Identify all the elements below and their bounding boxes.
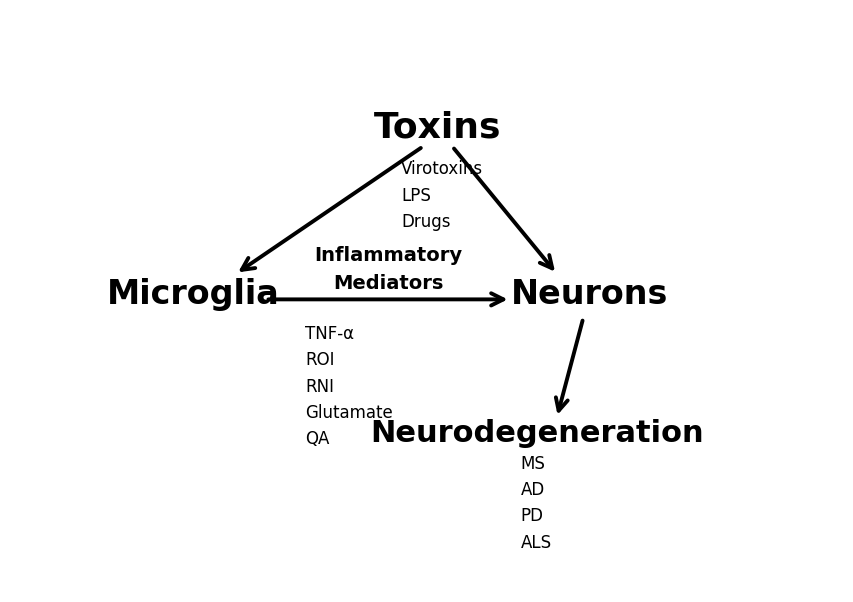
Text: Neurodegeneration: Neurodegeneration <box>369 420 703 448</box>
Text: Toxins: Toxins <box>374 111 501 145</box>
Text: TNF-α
ROI
RNI
Glutamate
QA: TNF-α ROI RNI Glutamate QA <box>305 325 392 448</box>
Text: MS
AD
PD
ALS: MS AD PD ALS <box>519 455 551 552</box>
Text: Microglia: Microglia <box>107 278 279 311</box>
Text: Inflammatory
Mediators: Inflammatory Mediators <box>314 246 461 293</box>
Text: Virotoxins
LPS
Drugs: Virotoxins LPS Drugs <box>401 160 483 231</box>
Text: Neurons: Neurons <box>511 278 668 311</box>
